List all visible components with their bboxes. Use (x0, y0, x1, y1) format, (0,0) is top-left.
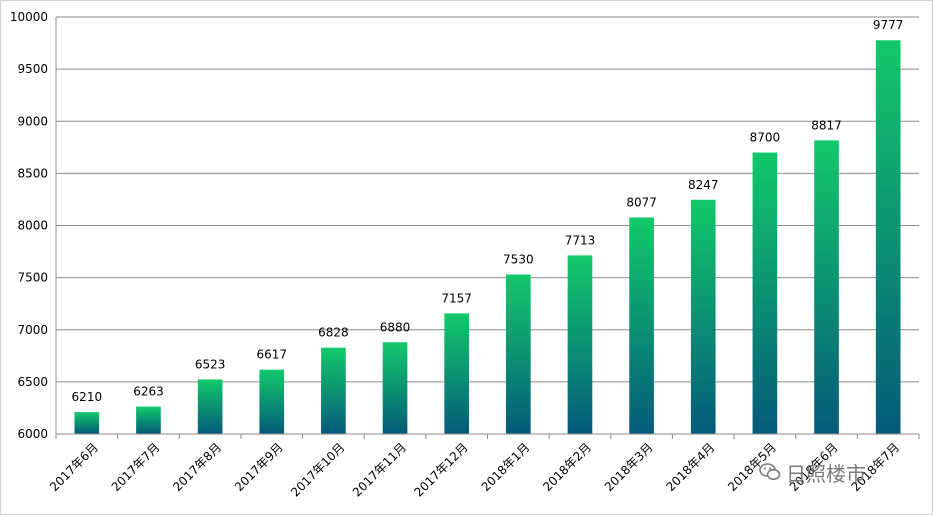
x-tick-label: 2017年7月 (109, 440, 163, 494)
bar (382, 342, 408, 434)
y-tick-label: 6000 (17, 427, 48, 441)
data-labels: 6210 6263 6523 6617 6828 6880 7157 7530 7713 8077… (72, 18, 904, 404)
x-tick-label: 2017年8月 (170, 440, 224, 494)
bar (814, 140, 839, 434)
bars (74, 40, 901, 435)
bar (74, 412, 100, 434)
data-label: 8077 (626, 195, 657, 209)
y-tick-label: 7500 (17, 271, 48, 285)
data-label: 8817 (811, 118, 842, 132)
data-label: 6880 (380, 320, 411, 334)
data-label: 7713 (565, 233, 596, 247)
data-label: 8247 (688, 178, 719, 192)
y-tick-label: 10000 (10, 10, 48, 24)
bar (567, 255, 593, 434)
x-tick-label: 2017年6月 (47, 440, 101, 494)
bar (629, 217, 654, 434)
data-label: 6523 (195, 357, 226, 371)
gridlines (56, 16, 919, 435)
y-tick-label: 8000 (17, 219, 48, 233)
x-tick-label: 2018年4月 (663, 440, 717, 494)
x-tick-label: 2017年12月 (412, 440, 471, 499)
x-tick-label: 2018年1月 (479, 440, 533, 494)
data-label: 6828 (318, 326, 349, 340)
watermark: 日照楼市 (758, 455, 866, 489)
bar (690, 199, 716, 434)
data-label: 9777 (873, 18, 904, 32)
x-tick-label: 2018年3月 (602, 440, 656, 494)
bar (321, 347, 346, 434)
data-label: 8700 (750, 131, 781, 145)
watermark-text: 日照楼市 (786, 461, 866, 486)
x-tick-label: 2018年2月 (540, 440, 594, 494)
y-tick-label: 9500 (17, 62, 48, 76)
y-axis-ticks: 6000 6500 7000 7500 8000 8500 9000 9500 10000 (10, 10, 48, 441)
data-label: 6263 (133, 385, 164, 399)
y-tick-label: 6500 (17, 375, 48, 389)
wechat-icon (759, 463, 781, 481)
x-axis (55, 17, 920, 439)
bar (875, 40, 901, 435)
x-tick-label: 2017年10月 (288, 440, 347, 499)
bar (444, 313, 470, 434)
bar (752, 152, 778, 434)
data-label: 7530 (503, 252, 534, 266)
y-tick-label: 8500 (17, 166, 48, 180)
data-label: 7157 (441, 291, 472, 305)
data-label: 6210 (72, 390, 103, 404)
y-tick-label: 9000 (17, 114, 48, 128)
bar (197, 379, 223, 434)
bar (505, 274, 531, 434)
x-tick-label: 2017年9月 (232, 440, 286, 494)
bar (259, 369, 285, 434)
data-label: 6617 (256, 348, 287, 362)
x-tick-label: 2017年11月 (350, 440, 409, 499)
y-tick-label: 7000 (17, 323, 48, 337)
bar (136, 406, 161, 434)
